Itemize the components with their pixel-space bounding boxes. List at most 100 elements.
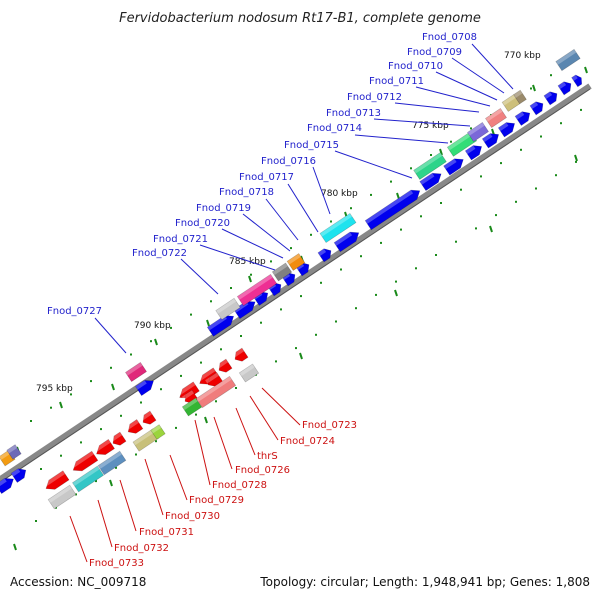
forward-feature[interactable] xyxy=(485,108,507,128)
reverse-feature[interactable] xyxy=(132,428,160,452)
forward-gene[interactable] xyxy=(364,186,423,231)
gene-shape xyxy=(45,470,70,490)
forward-gene[interactable] xyxy=(571,73,585,88)
gene-label-fnod-0709[interactable]: Fnod_0709 xyxy=(407,47,462,58)
forward-gene[interactable] xyxy=(514,109,533,126)
forward-feature[interactable] xyxy=(513,89,527,105)
tick-label-785: 785 kbp xyxy=(229,257,266,267)
reverse-gene[interactable] xyxy=(70,450,99,475)
forward-gene[interactable] xyxy=(497,119,517,138)
forward-feature[interactable] xyxy=(555,48,581,72)
gene-label-fnod-0713[interactable]: Fnod_0713 xyxy=(326,108,381,119)
gene-label-fnod-0716[interactable]: Fnod_0716 xyxy=(261,156,316,167)
forward-gene[interactable] xyxy=(443,155,467,176)
gene-label-fnod-0732[interactable]: Fnod_0732 xyxy=(114,543,169,554)
reverse-feature[interactable] xyxy=(195,375,237,409)
forward-gene[interactable] xyxy=(10,466,29,483)
reverse-feature[interactable] xyxy=(47,484,77,510)
forward-feature[interactable] xyxy=(501,94,521,112)
reverse-leader-line xyxy=(235,407,256,456)
reverse-gene[interactable] xyxy=(125,419,144,437)
gene-highlight xyxy=(419,173,435,185)
reverse-gene[interactable] xyxy=(215,358,233,375)
forward-feature[interactable] xyxy=(319,213,357,243)
gene-label-fnod-0722[interactable]: Fnod_0722 xyxy=(132,248,187,259)
gene-highlight xyxy=(272,262,288,276)
forward-gene[interactable] xyxy=(135,376,156,396)
tick-dot xyxy=(450,140,452,143)
gene-label-fnod-0721[interactable]: Fnod_0721 xyxy=(153,234,208,245)
forward-gene[interactable] xyxy=(317,246,334,263)
reverse-gene[interactable] xyxy=(93,439,115,458)
gene-label-fnod-0724[interactable]: Fnod_0724 xyxy=(280,436,335,447)
forward-gene[interactable] xyxy=(529,99,546,116)
reverse-feature[interactable] xyxy=(181,397,203,417)
tick-dot xyxy=(455,240,457,243)
tick-dot xyxy=(200,361,202,364)
gene-label-fnod-0726[interactable]: Fnod_0726 xyxy=(235,465,290,476)
forward-gene[interactable] xyxy=(333,228,362,253)
tick-dot xyxy=(400,228,402,231)
reverse-leader-line xyxy=(249,395,279,441)
reverse-feature[interactable] xyxy=(238,363,260,383)
tick-mark xyxy=(154,338,158,346)
forward-gene[interactable] xyxy=(557,79,574,96)
gene-label-fnod-0720[interactable]: Fnod_0720 xyxy=(175,218,230,229)
reverse-gene[interactable] xyxy=(42,470,70,493)
tick-dot xyxy=(300,295,302,298)
gene-label-fnod-0731[interactable]: Fnod_0731 xyxy=(139,527,194,538)
reverse-feature[interactable] xyxy=(150,424,166,440)
reverse-feature[interactable] xyxy=(97,450,127,476)
tick-dot xyxy=(35,520,37,522)
gene-shape xyxy=(132,428,160,452)
gene-label-fnod-0729[interactable]: Fnod_0729 xyxy=(189,495,244,506)
gene-label-fnod-0733[interactable]: Fnod_0733 xyxy=(89,558,144,569)
forward-feature[interactable] xyxy=(467,122,489,142)
gene-label-fnod-0710[interactable]: Fnod_0710 xyxy=(388,61,443,72)
reverse-gene[interactable] xyxy=(205,372,224,390)
gene-label-fnod-0719[interactable]: Fnod_0719 xyxy=(196,203,251,214)
tick-dot xyxy=(475,227,477,230)
forward-feature[interactable] xyxy=(215,297,241,321)
forward-feature[interactable] xyxy=(125,362,147,382)
tick-dot xyxy=(480,175,482,178)
forward-feature[interactable] xyxy=(236,273,278,307)
gene-label-fnod-0728[interactable]: Fnod_0728 xyxy=(212,480,267,491)
gene-label-fnod-0708[interactable]: Fnod_0708 xyxy=(422,32,477,43)
forward-gene[interactable] xyxy=(543,89,560,106)
forward-leader-line xyxy=(287,183,319,233)
forward-gene[interactable] xyxy=(464,142,484,161)
gene-label-fnod-0718[interactable]: Fnod_0718 xyxy=(219,187,274,198)
gene-label-fnod-0714[interactable]: Fnod_0714 xyxy=(307,123,362,134)
forward-feature[interactable] xyxy=(446,131,478,157)
gene-label-thrs[interactable]: thrS xyxy=(257,451,278,462)
forward-feature[interactable] xyxy=(413,152,447,180)
gene-label-fnod-0717[interactable]: Fnod_0717 xyxy=(239,172,294,183)
gene-highlight xyxy=(334,232,353,246)
reverse-gene[interactable] xyxy=(109,431,127,448)
gene-shape xyxy=(47,484,77,510)
forward-gene[interactable] xyxy=(481,130,501,149)
gene-highlight xyxy=(48,485,72,503)
forward-gene[interactable] xyxy=(419,169,444,192)
tick-dot xyxy=(320,281,322,284)
gene-shape xyxy=(271,262,293,282)
gene-label-fnod-0711[interactable]: Fnod_0711 xyxy=(369,76,424,87)
gene-highlight xyxy=(365,190,414,224)
gene-label-fnod-0730[interactable]: Fnod_0730 xyxy=(165,511,220,522)
reverse-gene[interactable] xyxy=(231,347,249,364)
gene-label-fnod-0712[interactable]: Fnod_0712 xyxy=(347,92,402,103)
gene-highlight xyxy=(498,122,509,132)
reverse-feature[interactable] xyxy=(72,465,104,493)
forward-gene[interactable] xyxy=(0,474,17,494)
tick-dot xyxy=(175,426,177,429)
reverse-gene[interactable] xyxy=(139,410,157,427)
gene-label-fnod-0715[interactable]: Fnod_0715 xyxy=(284,140,339,151)
gene-highlight xyxy=(319,213,353,237)
forward-feature[interactable] xyxy=(6,444,22,460)
gene-label-fnod-0723[interactable]: Fnod_0723 xyxy=(302,420,357,431)
forward-feature[interactable] xyxy=(271,262,293,282)
forward-feature[interactable] xyxy=(286,253,306,271)
gene-label-fnod-0727[interactable]: Fnod_0727 xyxy=(47,306,102,317)
tick-dot xyxy=(515,200,517,203)
